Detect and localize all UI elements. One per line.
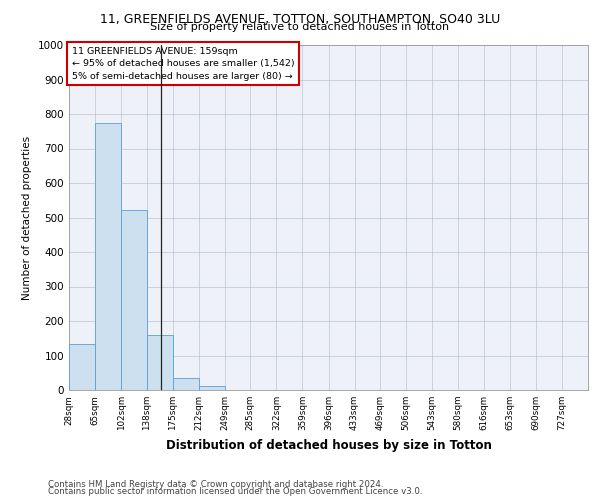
Text: Contains public sector information licensed under the Open Government Licence v3: Contains public sector information licen… <box>48 487 422 496</box>
Text: 11 GREENFIELDS AVENUE: 159sqm
← 95% of detached houses are smaller (1,542)
5% of: 11 GREENFIELDS AVENUE: 159sqm ← 95% of d… <box>71 46 294 80</box>
Bar <box>95 122 121 390</box>
Bar <box>199 386 225 390</box>
Bar <box>173 378 199 390</box>
Text: Size of property relative to detached houses in Totton: Size of property relative to detached ho… <box>151 22 449 32</box>
Bar <box>121 210 147 390</box>
Bar <box>146 335 173 390</box>
Text: 11, GREENFIELDS AVENUE, TOTTON, SOUTHAMPTON, SO40 3LU: 11, GREENFIELDS AVENUE, TOTTON, SOUTHAMP… <box>100 12 500 26</box>
X-axis label: Distribution of detached houses by size in Totton: Distribution of detached houses by size … <box>166 438 491 452</box>
Text: Contains HM Land Registry data © Crown copyright and database right 2024.: Contains HM Land Registry data © Crown c… <box>48 480 383 489</box>
Y-axis label: Number of detached properties: Number of detached properties <box>22 136 32 300</box>
Bar <box>69 344 95 390</box>
